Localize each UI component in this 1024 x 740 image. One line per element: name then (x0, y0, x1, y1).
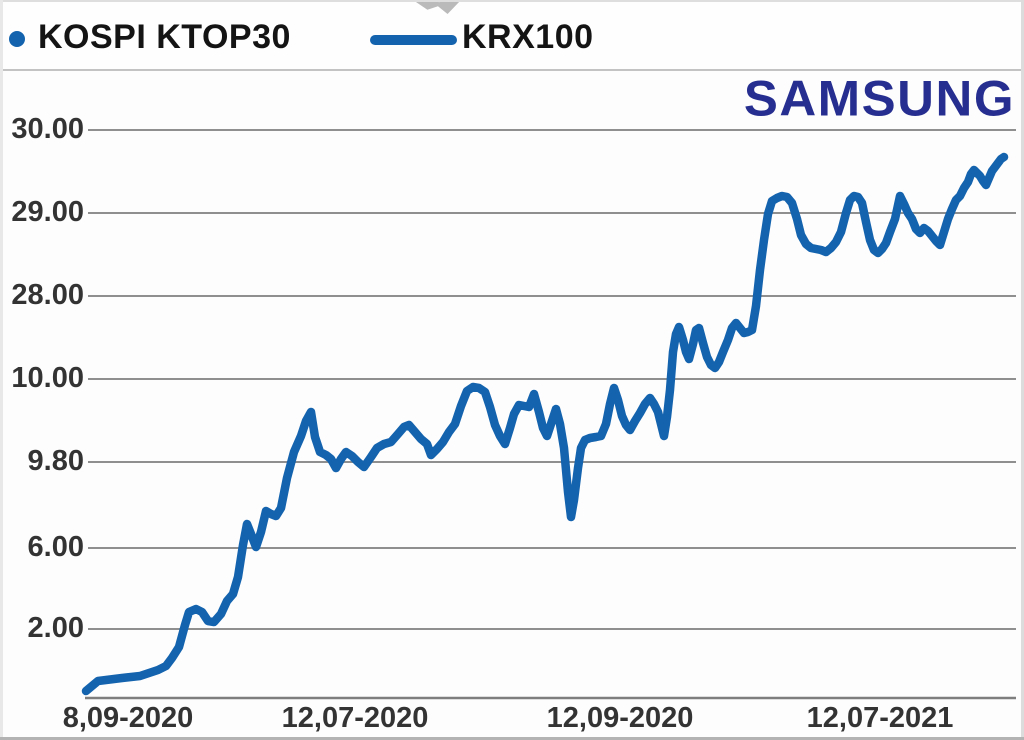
y-tick-label: 9.80 (27, 445, 84, 477)
samsung-logo: SAMSUNG (743, 70, 1015, 127)
y-tick-label: 10.00 (11, 362, 84, 394)
top-border (0, 0, 1024, 2)
legend-label-krx100: KRX100 (462, 18, 594, 56)
right-border (1021, 0, 1024, 740)
y-tick-label: 2.00 (27, 612, 84, 644)
y-tick-label: 30.00 (11, 113, 84, 145)
y-tick-label: 6.00 (27, 531, 84, 563)
y-tick-label: 29.00 (11, 196, 84, 228)
bottom-border (0, 737, 1024, 740)
left-border (0, 0, 3, 740)
y-tick-label: 28.00 (11, 279, 84, 311)
x-tick-label: 8,09-2020 (62, 702, 194, 734)
legend-bar: KOSPI KTOP30 KRX100 (0, 0, 1024, 71)
x-tick-label: 12,07-2020 (281, 702, 429, 734)
x-tick-label: 12,07-2021 (806, 702, 954, 734)
cursor-artifact-icon (413, 0, 461, 14)
legend-label-kospi-ktop30: KOSPI KTOP30 (38, 18, 291, 56)
x-tick-label: 12,09-2020 (546, 702, 694, 734)
legend-dot-marker-icon (9, 31, 25, 47)
legend-line-marker-icon (370, 35, 457, 45)
